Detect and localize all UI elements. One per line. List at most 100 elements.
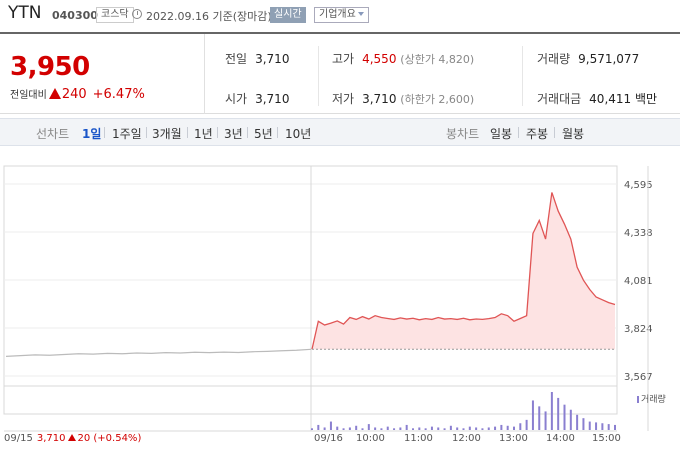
y-tick-label: 3,567 xyxy=(624,372,653,383)
stock-name: YTN xyxy=(8,3,42,23)
prev-day-change-rate: (+0.54%) xyxy=(93,433,142,444)
stat-label: 저가 xyxy=(332,92,355,106)
volume-bar xyxy=(367,424,370,430)
volume-bar xyxy=(348,427,351,430)
change-amount: 240 xyxy=(61,87,87,102)
prev-day-date: 09/15 xyxy=(4,433,33,444)
line-chart-label: 선차트 xyxy=(36,127,70,141)
corp-info-label: 기업개요 xyxy=(319,9,356,20)
divider xyxy=(518,127,519,138)
stat-label: 시가 xyxy=(225,92,248,106)
current-price-panel: 3,950 전일대비 240 +6.47% xyxy=(0,34,205,114)
volume-bar xyxy=(487,427,490,430)
volume-bar xyxy=(595,422,598,430)
volume-bar xyxy=(481,428,484,430)
divider xyxy=(247,127,248,138)
today-series-line xyxy=(311,192,616,350)
tab-period-1d[interactable]: 1일 xyxy=(82,127,102,141)
volume-bar xyxy=(525,419,528,430)
y-tick-label: 3,824 xyxy=(624,324,653,335)
prev-day-summary: 09/15 3,710 20 (+0.54%) xyxy=(4,433,141,444)
tab-period-3y[interactable]: 3년 xyxy=(224,127,243,141)
volume-bar xyxy=(336,426,339,430)
tab-period-1y[interactable]: 1년 xyxy=(194,127,213,141)
volume-bar xyxy=(475,427,478,430)
volume-bar xyxy=(399,427,402,430)
stat-note: (하한가 2,600) xyxy=(400,93,475,106)
up-arrow-icon xyxy=(48,88,61,99)
stat-prev-close: 전일 3,710 xyxy=(225,50,289,67)
stat-low: 저가 3,710 (하한가 2,600) xyxy=(332,90,474,107)
y-tick-label: 4,595 xyxy=(624,180,653,191)
volume-bar xyxy=(311,428,313,430)
x-tick-label: 15:00 xyxy=(592,433,621,444)
volume-bar xyxy=(519,423,522,430)
stat-value: 40,411 xyxy=(589,92,632,106)
volume-bar xyxy=(456,427,459,430)
up-arrow-icon xyxy=(68,434,77,441)
tab-period-1w[interactable]: 1주일 xyxy=(112,127,142,141)
realtime-button[interactable]: 실시간 xyxy=(270,7,306,23)
volume-bar xyxy=(412,428,414,430)
x-tick-label: 14:00 xyxy=(546,433,575,444)
tab-candle-weekly[interactable]: 주봉 xyxy=(526,127,549,141)
volume-bar xyxy=(607,424,610,430)
prev-day-series-line xyxy=(5,348,312,357)
divider xyxy=(146,127,147,138)
corp-info-dropdown[interactable]: 기업개요 xyxy=(314,7,369,23)
stat-label: 거래대금 xyxy=(537,92,582,106)
volume-bar xyxy=(576,414,579,430)
stat-value: 4,550 xyxy=(362,52,397,66)
y-tick-label: 4,338 xyxy=(624,228,653,239)
volume-bar xyxy=(538,406,541,430)
divider xyxy=(522,46,523,106)
divider xyxy=(554,127,555,138)
volume-bar xyxy=(506,425,509,430)
volume-bar xyxy=(380,428,383,430)
volume-bar xyxy=(437,427,440,430)
x-tick-label: 12:00 xyxy=(452,433,481,444)
stat-value: 3,710 xyxy=(255,52,290,66)
tab-period-10y[interactable]: 10년 xyxy=(285,127,312,141)
stat-value: 3,710 xyxy=(362,92,397,106)
price-summary: 3,950 전일대비 240 +6.47% 전일 3,710 고가 4,550 (상한가… xyxy=(0,32,680,114)
volume-bar xyxy=(424,428,427,430)
divider xyxy=(104,127,105,138)
volume-bar xyxy=(443,428,446,430)
volume-bar xyxy=(500,424,503,430)
volume-bar xyxy=(405,424,408,430)
stat-amount: 거래대금 40,411 백만 xyxy=(537,90,657,107)
volume-bar xyxy=(329,421,332,430)
volume-bar xyxy=(361,428,364,430)
volume-bar xyxy=(462,428,465,430)
volume-bar xyxy=(494,426,497,430)
change-label: 전일대비 xyxy=(10,90,47,101)
today-series-area xyxy=(312,192,615,350)
tab-candle-daily[interactable]: 일봉 xyxy=(490,127,513,141)
volume-bar xyxy=(582,418,585,430)
stock-header: YTN 040300 코스닥 2022.09.16 기준(장마감) 실시간 기업… xyxy=(0,0,680,30)
volume-bar xyxy=(563,404,566,430)
volume-legend: 거래량 xyxy=(637,392,666,405)
change-rate: +6.47% xyxy=(92,87,145,102)
price-chart: 4,595 4,338 4,081 3,824 3,567 거래량 09/15 3,710… xyxy=(0,146,680,453)
clock-icon xyxy=(132,9,142,19)
volume-bar xyxy=(601,423,604,430)
volume-bar xyxy=(513,426,515,430)
stat-label: 고가 xyxy=(332,52,355,66)
tab-period-3m[interactable]: 3개월 xyxy=(152,127,182,141)
volume-bar xyxy=(317,424,320,430)
x-tick-label: 11:00 xyxy=(404,433,433,444)
stat-unit: 백만 xyxy=(635,92,658,106)
x-tick-label: 10:00 xyxy=(356,433,385,444)
tab-period-5y[interactable]: 5년 xyxy=(254,127,273,141)
volume-bar xyxy=(550,392,553,430)
divider xyxy=(217,127,218,138)
price-change: 전일대비 240 +6.47% xyxy=(10,86,145,102)
volume-bar xyxy=(374,427,377,430)
y-tick-label: 4,081 xyxy=(624,276,653,287)
tab-candle-monthly[interactable]: 월봉 xyxy=(562,127,585,141)
volume-bar xyxy=(588,421,591,430)
x-tick-label: 09/16 xyxy=(314,433,343,444)
volume-bar xyxy=(569,409,572,430)
